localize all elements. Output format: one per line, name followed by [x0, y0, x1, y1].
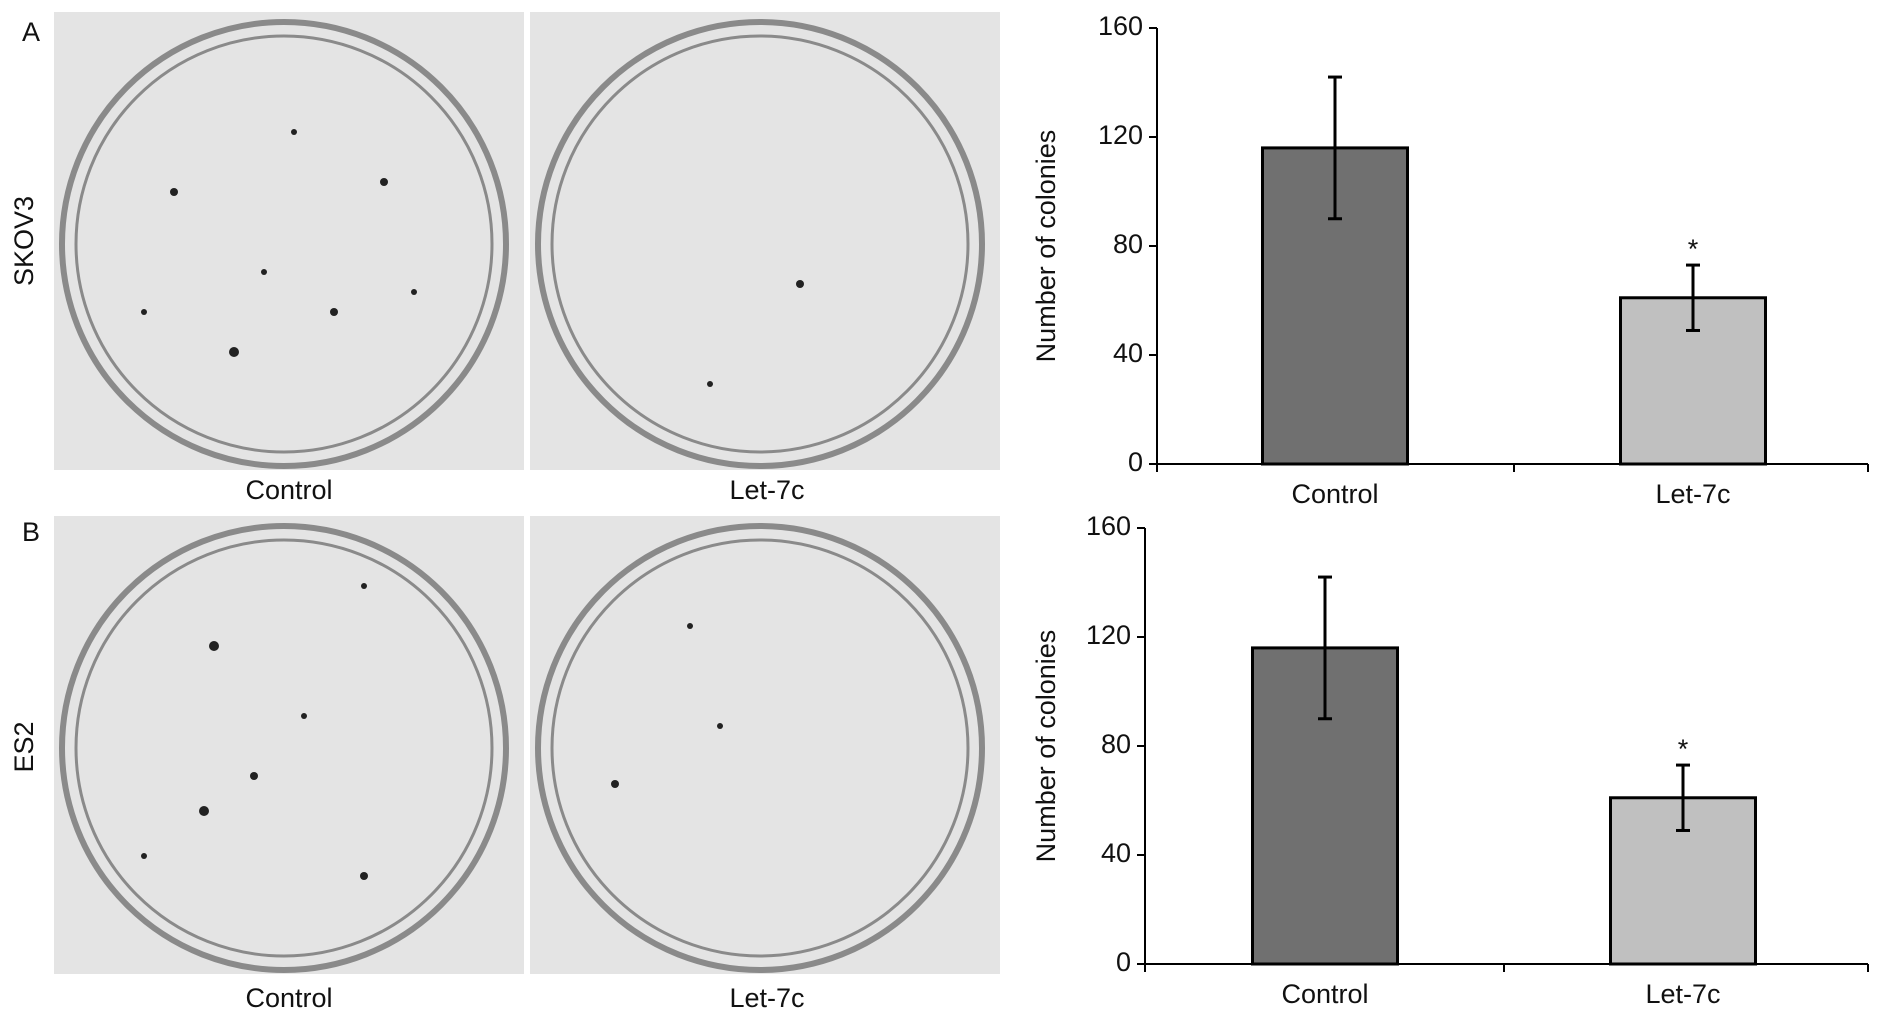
image-label: Control [245, 983, 332, 1013]
y-tick-label: 160 [1098, 11, 1143, 41]
y-axis-label: Number of colonies [1031, 130, 1061, 363]
bar [1251, 646, 1399, 966]
y-tick-label: 80 [1113, 229, 1143, 259]
significance-mark: * [1688, 234, 1699, 264]
image-label: Let-7c [729, 983, 804, 1013]
dish-photo [530, 12, 1000, 470]
bar [1619, 296, 1767, 466]
dish-photo [530, 516, 1000, 974]
x-tick-label: Control [1281, 979, 1368, 1009]
dish-photo [54, 516, 524, 974]
y-tick-label: 80 [1101, 729, 1131, 759]
y-tick-label: 40 [1101, 838, 1131, 868]
dish-photo [54, 12, 524, 470]
image-label: Control [245, 475, 332, 505]
image-label: Let-7c [729, 475, 804, 505]
y-tick-label: 0 [1128, 447, 1143, 477]
x-tick-label: Let-7c [1655, 479, 1730, 509]
y-tick-label: 120 [1086, 620, 1131, 650]
x-tick-label: Control [1291, 479, 1378, 509]
cell-line-label: ES2 [9, 721, 39, 772]
significance-mark: * [1678, 734, 1689, 764]
panel-label: B [22, 517, 40, 547]
y-tick-label: 120 [1098, 120, 1143, 150]
panel-label: A [22, 17, 40, 47]
y-tick-label: 0 [1116, 947, 1131, 977]
y-axis-label: Number of colonies [1031, 630, 1061, 863]
cell-line-label: SKOV3 [9, 196, 39, 286]
y-tick-label: 160 [1086, 511, 1131, 541]
y-tick-label: 40 [1113, 338, 1143, 368]
x-tick-label: Let-7c [1645, 979, 1720, 1009]
